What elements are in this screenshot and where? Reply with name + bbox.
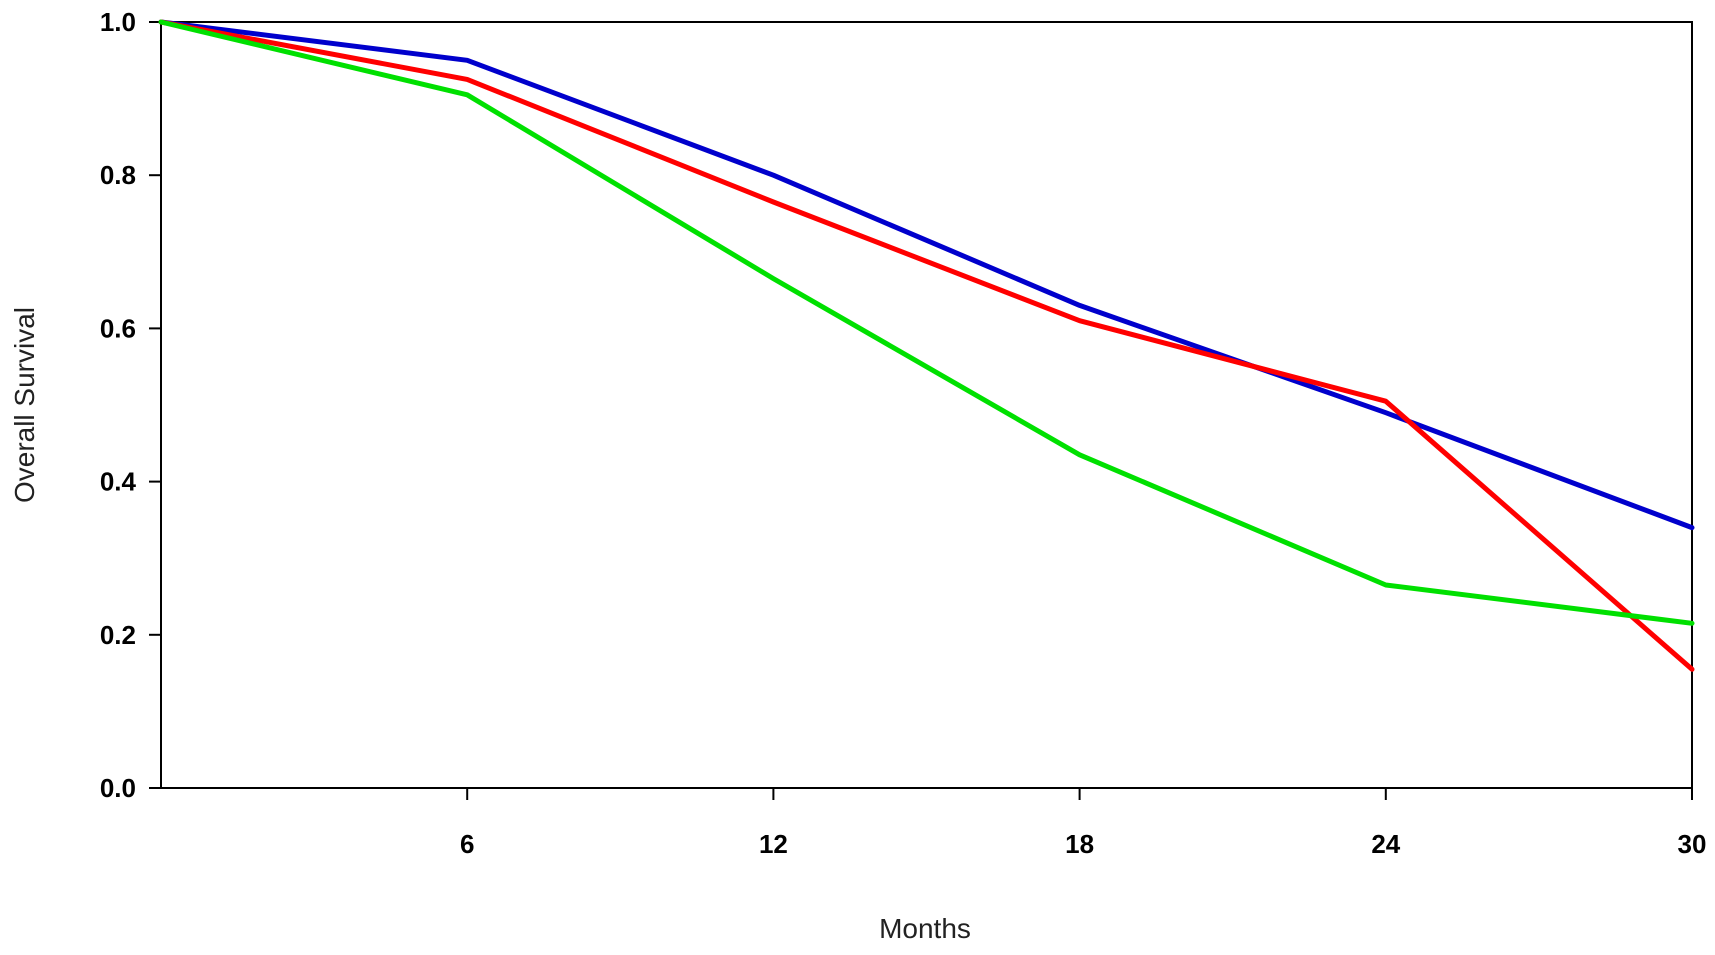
x-tick-label: 24	[1371, 829, 1400, 859]
x-tick-label: 6	[460, 829, 474, 859]
y-tick-label: 0.2	[100, 620, 136, 650]
plot-frame	[160, 21, 1693, 789]
y-axis-title: Overall Survival	[9, 307, 40, 503]
y-tick-label: 0.4	[100, 467, 137, 497]
green-series-line	[158, 19, 1695, 626]
x-tick-label: 12	[759, 829, 788, 859]
y-axis: 0.0 0.2 0.4 0.6 0.8 1.0	[100, 7, 161, 803]
y-tick-label: 0.6	[100, 313, 136, 343]
plot-border	[160, 21, 1693, 789]
y-tick-label: 0.8	[100, 160, 136, 190]
y-tick-label: 1.0	[100, 7, 136, 37]
series-lines	[158, 19, 1695, 672]
y-tick-label: 0.0	[100, 773, 136, 803]
blue-series-line	[158, 19, 1695, 531]
x-tick-label: 18	[1065, 829, 1094, 859]
red-series-line	[158, 19, 1695, 672]
x-axis-title: Months	[879, 913, 971, 944]
x-axis: 6 12 18 24 30	[460, 788, 1706, 859]
x-tick-label: 30	[1678, 829, 1707, 859]
